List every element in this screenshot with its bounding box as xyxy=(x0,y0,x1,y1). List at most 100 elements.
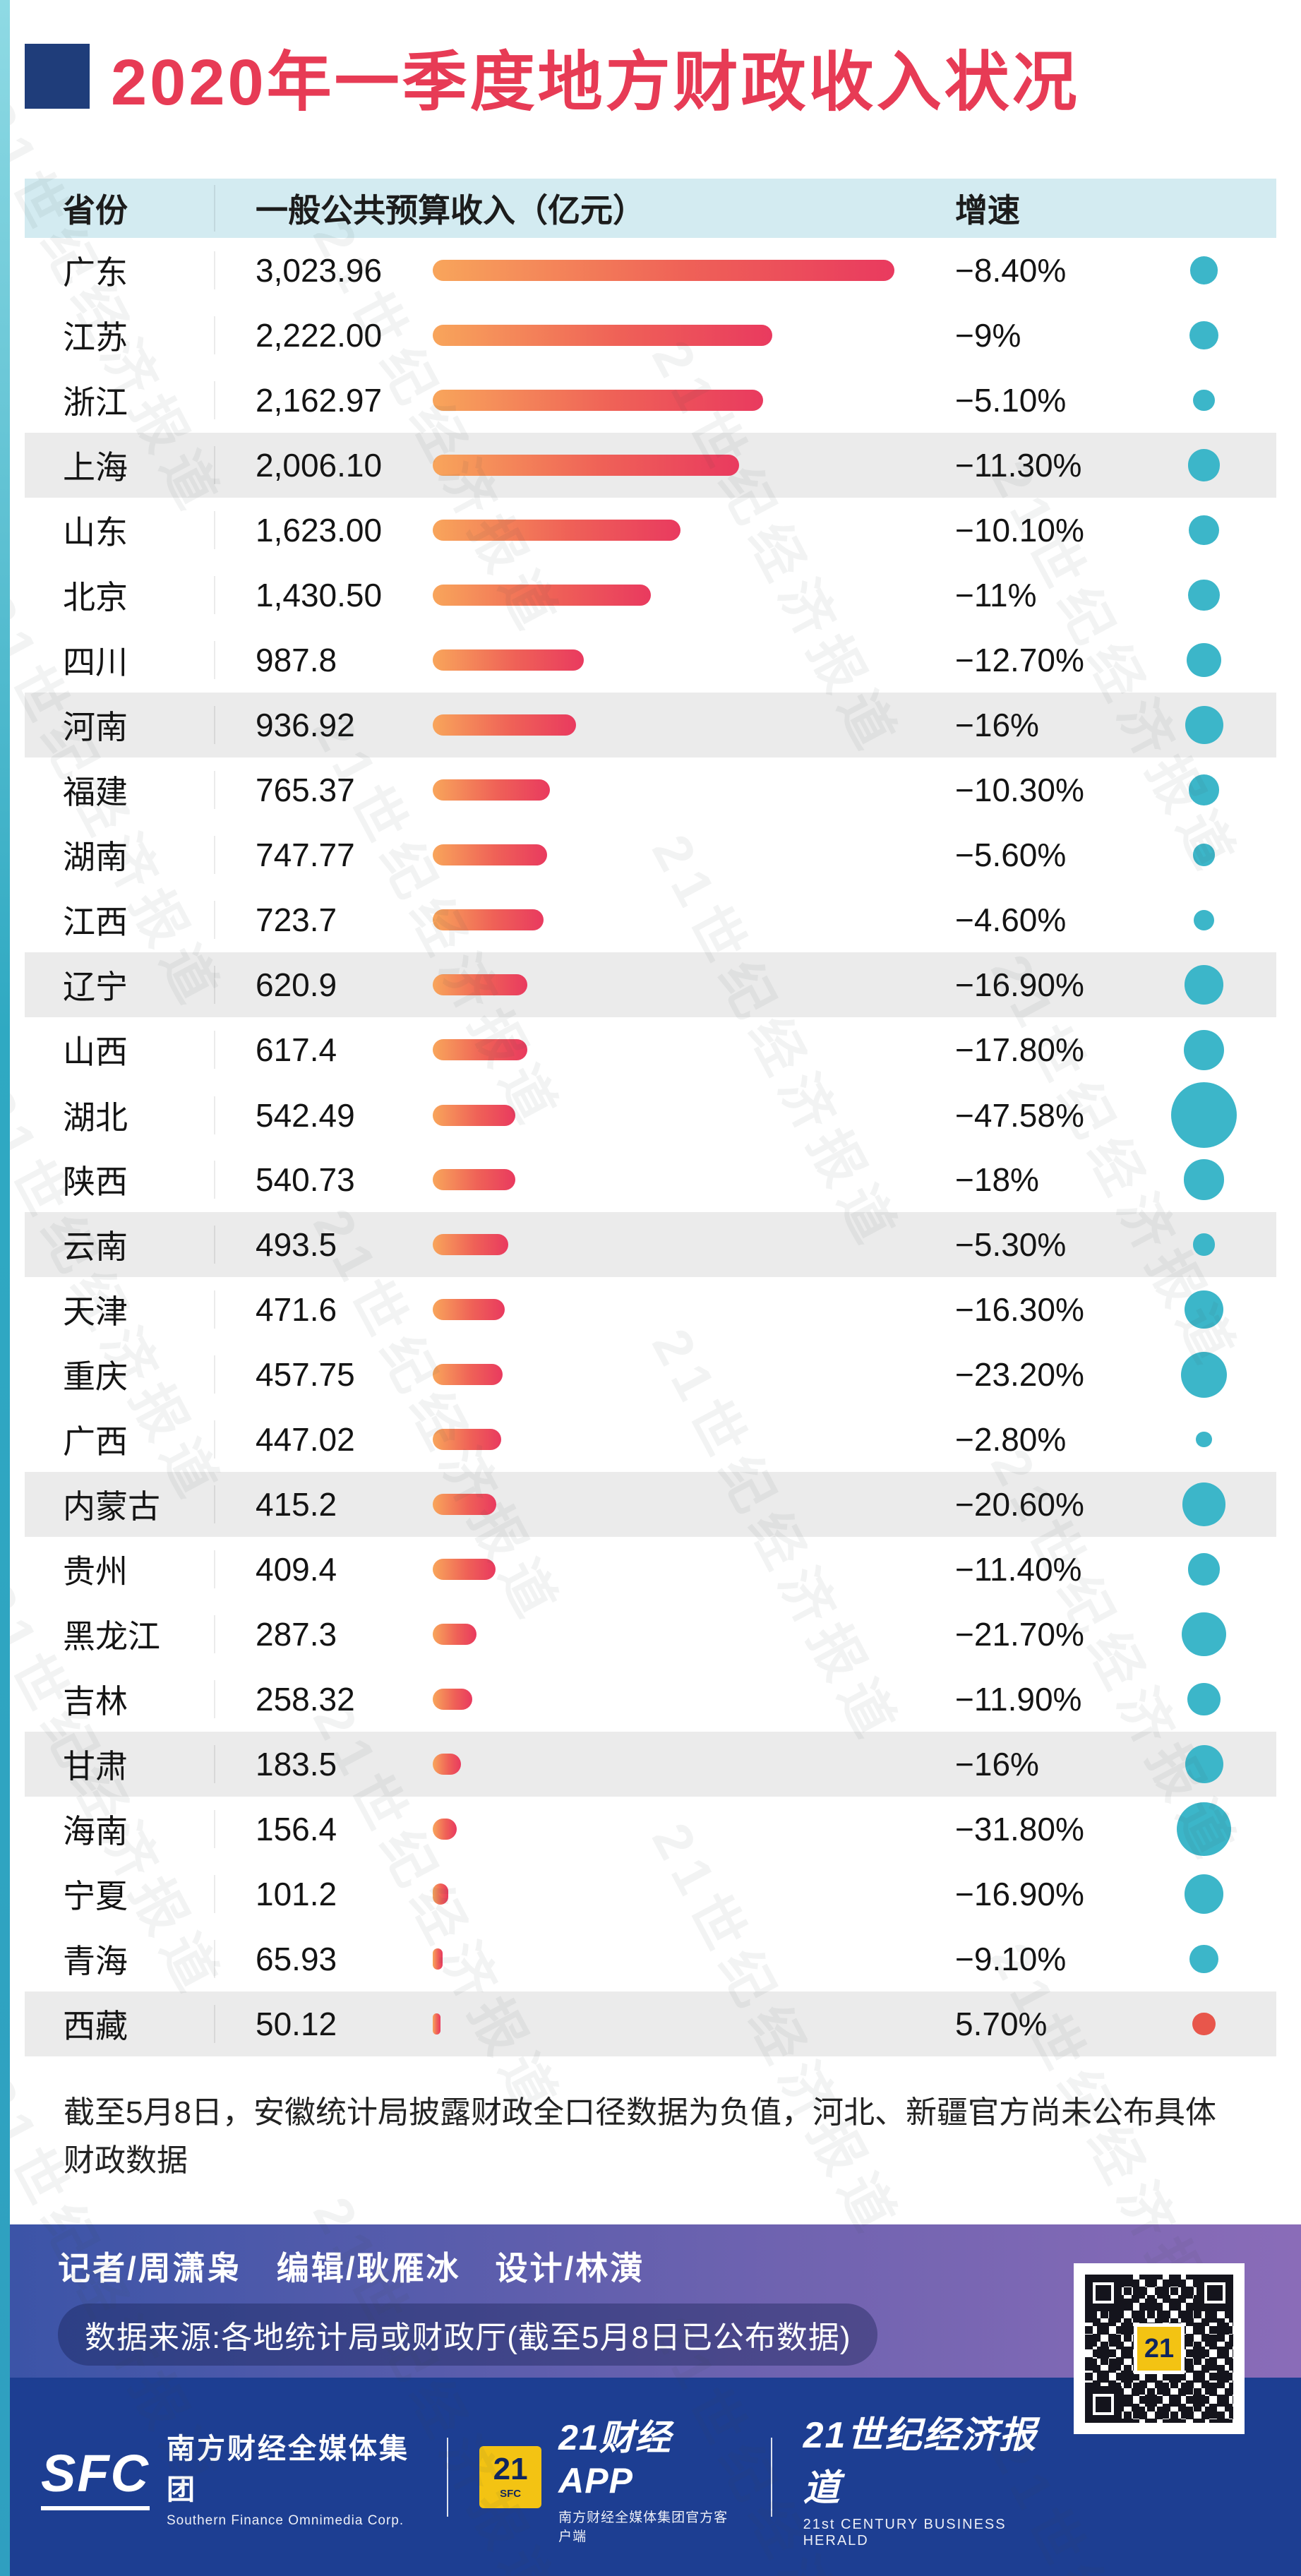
qr-finder-icon xyxy=(1197,2275,1233,2311)
growth-dot xyxy=(1192,844,1216,866)
province-label: 宁夏 xyxy=(63,1878,128,1915)
revenue-value: 1,623.00 xyxy=(214,511,433,549)
revenue-bar xyxy=(433,1299,505,1320)
sfc-logo: SFC xyxy=(41,2443,150,2510)
revenue-value: 156.4 xyxy=(214,1810,433,1848)
growth-value: −11% xyxy=(955,577,1037,613)
growth-value: −16% xyxy=(955,707,1039,743)
revenue-value: 409.4 xyxy=(214,1550,433,1588)
revenue-bar xyxy=(433,1883,448,1905)
growth-dot xyxy=(1188,579,1220,611)
table-row: 上海 2,006.10 −11.30% xyxy=(25,433,1276,498)
province-label: 浙江 xyxy=(63,384,128,421)
growth-value: −47.58% xyxy=(955,1096,1084,1134)
table-row: 湖北 542.49 −47.58% xyxy=(25,1082,1276,1149)
growth-value: −16.90% xyxy=(955,1876,1084,1912)
revenue-value: 542.49 xyxy=(214,1096,433,1134)
table-row: 福建 765.37 −10.30% xyxy=(25,757,1276,822)
growth-value: 5.70% xyxy=(955,2006,1048,2042)
growth-dot-cell xyxy=(1132,1874,1276,1914)
revenue-bar-track xyxy=(433,1039,927,1060)
header-growth: 增速 xyxy=(955,192,1020,229)
province-label: 湖南 xyxy=(63,839,128,875)
growth-dot-cell xyxy=(1132,579,1276,611)
revenue-bar-track xyxy=(433,974,927,995)
growth-value: −9.10% xyxy=(955,1941,1067,1977)
province-label: 山东 xyxy=(63,514,128,551)
revenue-bar-track xyxy=(433,390,927,411)
revenue-bar xyxy=(433,1494,496,1515)
revenue-value: 765.37 xyxy=(214,771,433,809)
revenue-bar xyxy=(433,1364,503,1385)
province-label: 福建 xyxy=(63,774,128,810)
province-label: 湖北 xyxy=(63,1098,128,1136)
revenue-value: 258.32 xyxy=(214,1680,433,1718)
sfc-logo-text: 南方财经全媒体集团 Southern Finance Omnimedia Cor… xyxy=(167,2426,416,2529)
revenue-value: 101.2 xyxy=(214,1875,433,1913)
revenue-bar-track xyxy=(433,1819,927,1840)
table-row: 内蒙古 415.2 −20.60% xyxy=(25,1472,1276,1537)
revenue-table: 省份 一般公共预算收入（亿元） 增速 广东 3,023.96 −8.40% 江苏 2,2… xyxy=(25,179,1276,2056)
growth-dot-cell xyxy=(1132,774,1276,805)
app21-icon-number: 21 xyxy=(493,2452,528,2486)
table-row: 陕西 540.73 −18% xyxy=(25,1147,1276,1212)
revenue-value: 2,222.00 xyxy=(214,316,433,354)
sfc-logo-group: SFC 南方财经全媒体集团 Southern Finance Omnimedia… xyxy=(41,2426,416,2529)
app21-subtitle: 南方财经全媒体集团官方客户端 xyxy=(558,2510,729,2544)
revenue-value: 540.73 xyxy=(214,1161,433,1199)
growth-dot-cell xyxy=(1132,1612,1276,1657)
table-row: 浙江 2,162.97 −5.10% xyxy=(25,368,1276,433)
table-row: 黑龙江 287.3 −21.70% xyxy=(25,1602,1276,1667)
growth-value: −23.20% xyxy=(955,1356,1084,1393)
revenue-bar-track xyxy=(433,1299,927,1320)
growth-dot xyxy=(1193,389,1215,412)
revenue-bar xyxy=(433,844,547,865)
growth-value: −5.60% xyxy=(955,837,1067,873)
province-label: 江西 xyxy=(63,904,128,940)
revenue-bar-track xyxy=(433,1429,927,1450)
footnote: 截至5月8日，安徽统计局披露财政全口径数据为负值，河北、新疆官方尚未公布具体财政… xyxy=(64,2095,1216,2179)
growth-dot-cell xyxy=(1132,844,1276,866)
revenue-bar xyxy=(433,1559,496,1580)
table-row: 广西 447.02 −2.80% xyxy=(25,1407,1276,1472)
growth-dot xyxy=(1194,909,1214,930)
growth-dot-cell xyxy=(1132,965,1276,1005)
revenue-bar xyxy=(433,649,584,671)
revenue-bar xyxy=(433,779,550,801)
growth-dot xyxy=(1187,1553,1221,1586)
flex-spacer xyxy=(0,2185,1301,2224)
revenue-value: 287.3 xyxy=(214,1615,433,1653)
growth-dot-cell xyxy=(1132,515,1276,546)
revenue-bar xyxy=(433,260,894,281)
growth-dot-cell xyxy=(1132,909,1276,930)
table-row: 江苏 2,222.00 −9% xyxy=(25,303,1276,368)
growth-dot xyxy=(1184,1029,1224,1070)
growth-value: −11.90% xyxy=(955,1681,1082,1718)
header-revenue: 一般公共预算收入（亿元） xyxy=(214,185,927,232)
herald-name-cn: 21世纪经济报道 xyxy=(803,2414,1038,2509)
table-row: 海南 156.4 −31.80% xyxy=(25,1797,1276,1862)
title-square xyxy=(25,44,90,109)
revenue-bar-track xyxy=(433,1689,927,1710)
revenue-value: 620.9 xyxy=(214,966,433,1004)
province-label: 重庆 xyxy=(63,1358,128,1395)
revenue-value: 723.7 xyxy=(214,901,433,939)
revenue-bar xyxy=(433,1689,472,1710)
footer-bar: SFC 南方财经全媒体集团 Southern Finance Omnimedia… xyxy=(0,2378,1301,2576)
revenue-bar-track xyxy=(433,585,927,606)
growth-dot xyxy=(1187,449,1221,481)
table-row: 吉林 258.32 −11.90% xyxy=(25,1667,1276,1732)
revenue-bar-track xyxy=(433,325,927,346)
revenue-bar xyxy=(433,1624,477,1645)
growth-value: −10.30% xyxy=(955,772,1084,808)
revenue-bar-track xyxy=(433,455,927,476)
revenue-value: 50.12 xyxy=(214,2005,433,2043)
revenue-value: 471.6 xyxy=(214,1290,433,1329)
growth-dot-cell xyxy=(1132,1082,1276,1149)
growth-dot-cell xyxy=(1132,256,1276,284)
province-label: 黑龙江 xyxy=(63,1618,160,1655)
growth-value: −10.10% xyxy=(955,512,1084,549)
table-row: 宁夏 101.2 −16.90% xyxy=(25,1862,1276,1927)
revenue-bar xyxy=(433,325,772,346)
